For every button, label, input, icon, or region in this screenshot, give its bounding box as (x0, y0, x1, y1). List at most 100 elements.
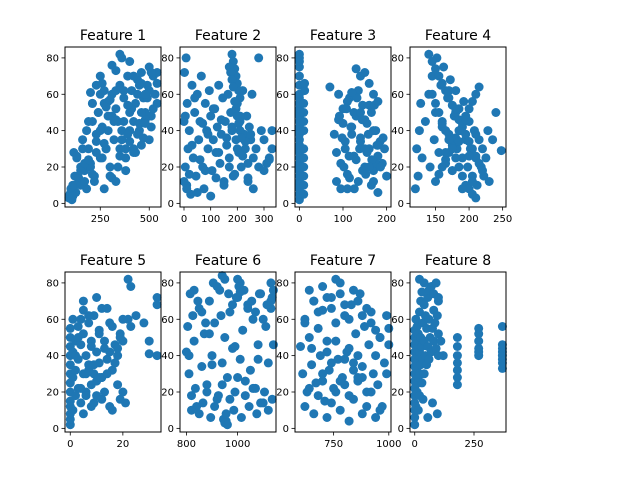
data-point (253, 340, 263, 350)
data-point (247, 296, 257, 306)
data-point (227, 49, 237, 59)
data-point (337, 133, 347, 143)
data-point (471, 129, 481, 139)
data-point (384, 340, 394, 350)
data-point (236, 162, 246, 172)
data-point (240, 144, 250, 154)
y-tick-label: 20 (391, 388, 404, 399)
data-point (100, 387, 109, 397)
data-point (414, 126, 424, 136)
data-point (200, 166, 210, 176)
data-point (203, 129, 213, 139)
data-point (382, 171, 392, 181)
axes-frame (64, 271, 162, 433)
data-point (361, 169, 371, 179)
data-point (340, 300, 350, 310)
data-point (110, 358, 120, 368)
data-point (452, 333, 462, 342)
data-point (212, 282, 222, 291)
data-point (207, 351, 217, 361)
data-point (81, 351, 91, 361)
data-point (331, 274, 341, 284)
data-point (111, 104, 121, 114)
data-point (188, 311, 198, 321)
data-point (222, 420, 232, 430)
data-point (105, 402, 115, 411)
data-point (437, 78, 447, 88)
data-point (118, 314, 128, 324)
data-point (256, 398, 266, 408)
scatter-series (181, 271, 278, 430)
data-point (152, 98, 162, 108)
y-tick-label: 60 (161, 90, 174, 101)
data-point (235, 354, 245, 364)
data-point (325, 82, 335, 92)
data-point (299, 117, 309, 126)
data-point (225, 394, 235, 404)
data-point (369, 89, 378, 99)
data-point (441, 126, 451, 136)
data-point (313, 323, 323, 333)
y-tick-label: 40 (391, 126, 404, 137)
data-point (248, 383, 258, 393)
x-tick-label: 300 (254, 214, 273, 225)
data-point (344, 314, 354, 324)
data-point (190, 93, 200, 103)
data-point (113, 351, 123, 361)
data-point (121, 166, 131, 176)
data-point (248, 153, 258, 163)
data-point (362, 402, 372, 411)
data-point (431, 343, 441, 353)
x-tick-label: 800 (177, 439, 196, 450)
subplot-6: Feature 6 0 20 40 60 80 800 1000 (161, 253, 278, 450)
data-point (357, 311, 367, 321)
data-point (118, 387, 128, 397)
data-point (268, 340, 278, 350)
data-point (351, 64, 361, 74)
data-point (206, 413, 216, 422)
data-point (322, 336, 332, 346)
data-point (322, 293, 332, 302)
x-tick-label: 100 (201, 214, 220, 225)
data-point (87, 98, 97, 108)
scatter-series (179, 49, 277, 201)
data-point (353, 177, 363, 186)
subplot-7: Feature 7 0 20 40 60 80 750 1000 (276, 253, 401, 450)
data-point (471, 151, 481, 161)
y-tick-label: 80 (46, 53, 59, 64)
data-point (342, 97, 352, 106)
data-point (457, 184, 467, 194)
data-point (152, 78, 162, 88)
data-point (324, 365, 334, 375)
data-point (226, 68, 236, 77)
data-point (243, 173, 253, 183)
subplot-title: Feature 8 (425, 253, 491, 269)
data-point (315, 351, 325, 361)
data-point (73, 333, 83, 342)
data-point (194, 135, 204, 145)
x-tick-label: 20 (116, 439, 129, 450)
data-point (488, 135, 498, 145)
data-point (193, 296, 203, 306)
data-point (94, 373, 104, 382)
data-point (358, 100, 368, 110)
data-point (217, 358, 227, 368)
data-point (81, 391, 91, 401)
data-point (382, 311, 392, 321)
data-point (266, 278, 276, 288)
data-point (182, 98, 192, 108)
data-point (464, 151, 474, 161)
data-point (99, 138, 109, 148)
data-point (76, 398, 86, 408)
data-point (322, 347, 332, 357)
data-point (309, 409, 319, 419)
data-point (197, 362, 207, 371)
data-point (410, 184, 420, 194)
data-point (346, 122, 356, 132)
data-point (119, 117, 129, 126)
data-point (344, 416, 354, 426)
axes-frame (409, 46, 507, 208)
x-tick-label: 500 (140, 214, 159, 225)
data-point (294, 49, 304, 59)
x-tick-label: 100 (333, 214, 352, 225)
